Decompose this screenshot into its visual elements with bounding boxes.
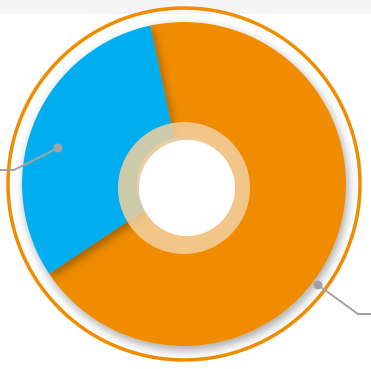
leader-line-1-dot — [313, 280, 323, 290]
center-hole — [139, 140, 235, 236]
leader-line-2 — [0, 147, 59, 171]
slice-1 — [49, 22, 346, 346]
leader-line-2-dot — [53, 143, 63, 153]
outer-ring — [6, 6, 362, 362]
leader-line-1 — [317, 284, 371, 315]
